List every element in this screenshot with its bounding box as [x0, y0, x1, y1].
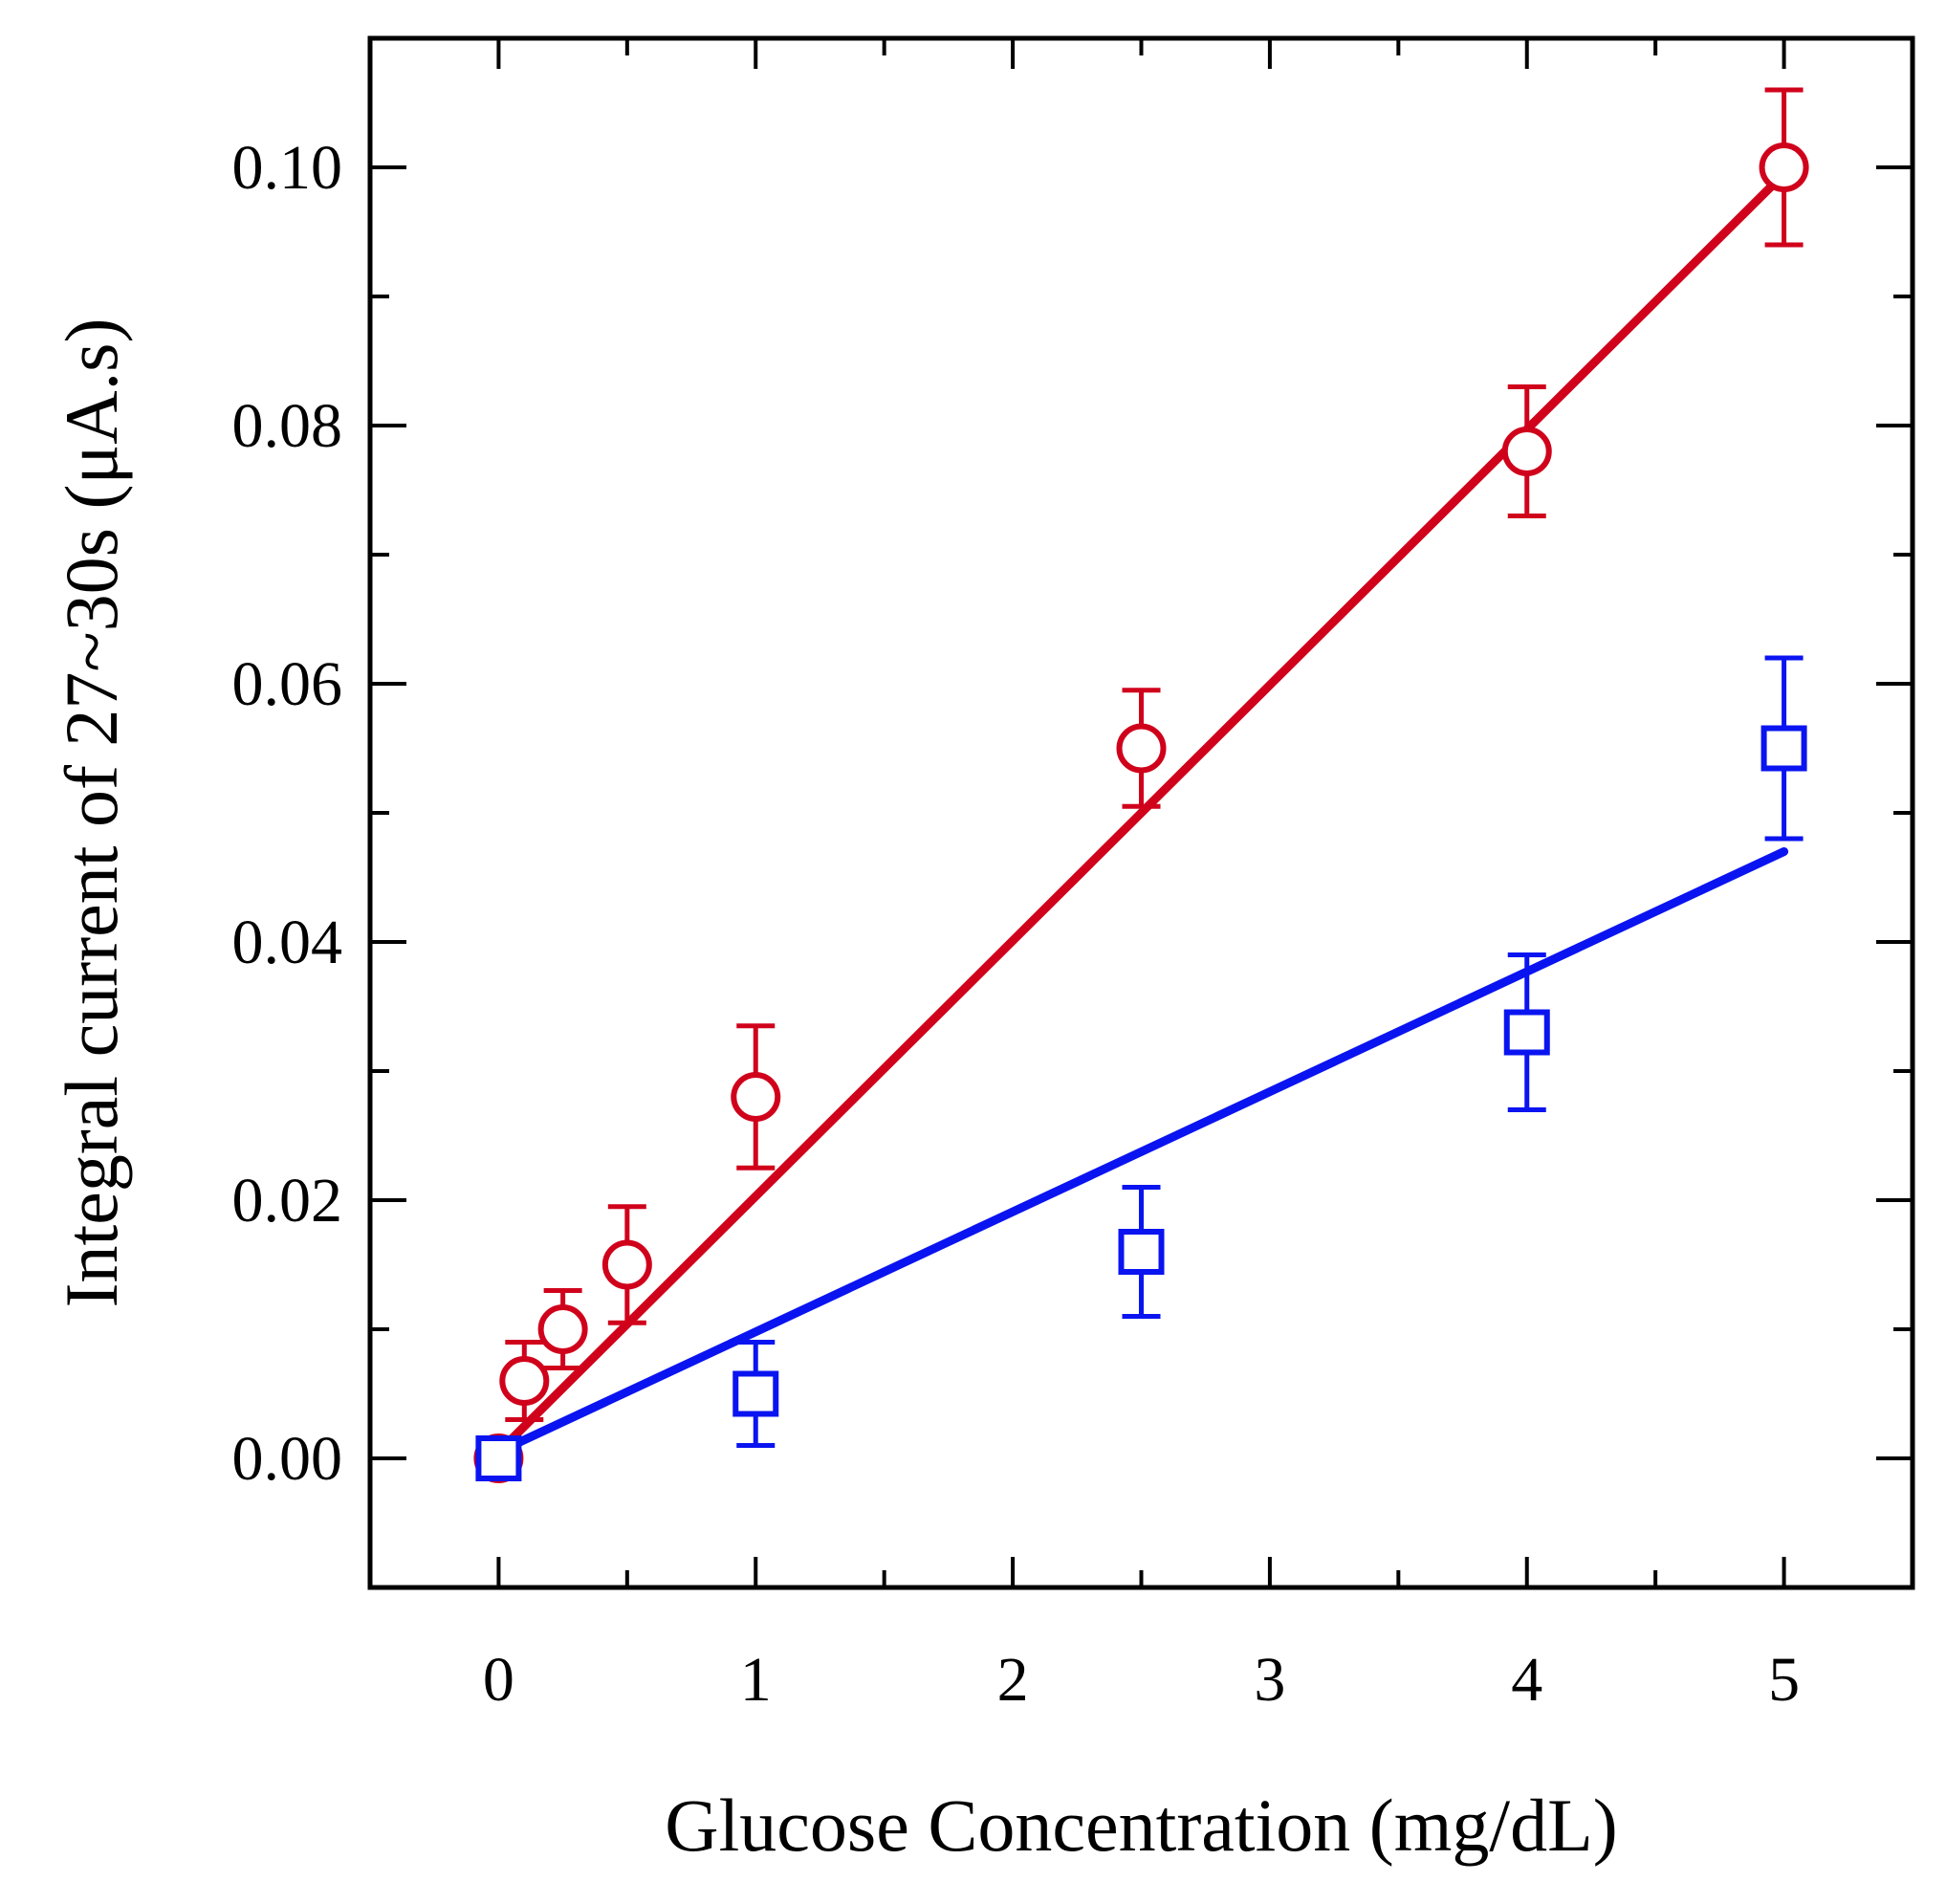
x-tick-label: 1	[740, 1645, 772, 1715]
data-point	[499, 1356, 550, 1406]
data-point	[1116, 723, 1167, 774]
data-point	[731, 1072, 781, 1122]
y-tick-label: 0.10	[232, 133, 343, 203]
y-tick-label: 0.00	[232, 1424, 343, 1494]
y-tick-label: 0.02	[232, 1166, 343, 1236]
data-point	[1503, 1009, 1550, 1056]
x-tick-label: 3	[1254, 1645, 1285, 1715]
series-layer	[473, 87, 1809, 1483]
x-axis-title: Glucose Concentration (mg/dL)	[665, 1784, 1617, 1867]
data-point	[1759, 142, 1809, 192]
y-tick-label: 0.08	[232, 391, 343, 461]
x-tick-label: 4	[1511, 1645, 1542, 1715]
fit-line	[493, 169, 1789, 1456]
data-point	[1760, 725, 1807, 772]
y-tick-labels: 0.00 0.02 0.04 0.06 0.08 0.10	[232, 133, 343, 1494]
y-tick-label: 0.04	[232, 908, 343, 977]
ticks-layer	[370, 38, 1913, 1587]
data-point	[1501, 427, 1552, 476]
series-blue-squares	[475, 655, 1807, 1481]
data-point	[601, 1239, 652, 1290]
data-point	[475, 1435, 522, 1481]
data-point	[732, 1370, 779, 1417]
y-tick-label: 0.06	[232, 649, 343, 719]
fit-line	[493, 847, 1789, 1456]
x-tick-label: 5	[1768, 1645, 1800, 1715]
x-tick-label: 0	[483, 1645, 514, 1715]
y-axis-title: Integral current of 27~30s (μA.s)	[50, 318, 133, 1308]
plot-frame	[367, 35, 1915, 1590]
data-point	[537, 1304, 588, 1354]
data-point	[1118, 1229, 1165, 1275]
x-tick-labels: 0 1 2 3 4 5	[483, 1645, 1800, 1715]
x-tick-label: 2	[997, 1645, 1029, 1715]
